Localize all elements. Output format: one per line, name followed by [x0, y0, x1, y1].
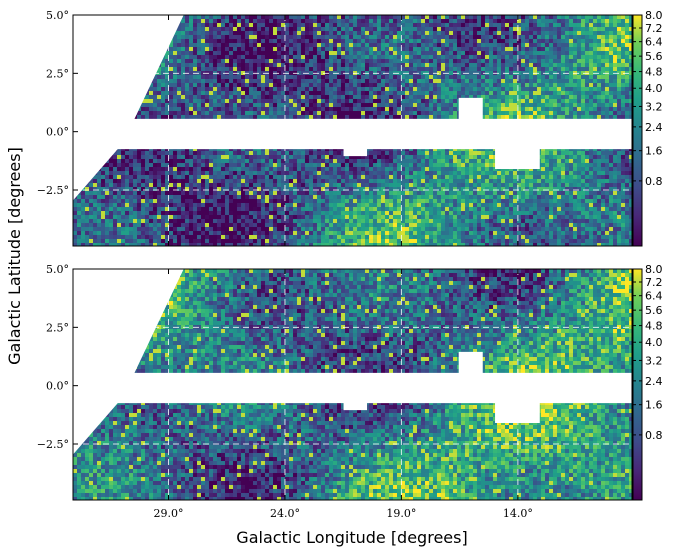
colorbar-tick-label: 4.0 [645, 82, 663, 95]
colorbar-tick-label: 8.0 [645, 9, 663, 22]
colorbar-tick-label: 6.4 [645, 290, 663, 303]
y-tick-label: 0.0° [46, 380, 69, 393]
colorbar-tick-label: 8.0 [645, 263, 663, 276]
x-tick-label: 24.0° [270, 507, 300, 520]
bottom-panel: 29.0° 24.0° 19.0° 14.0° 5.0° 2.5° 0.0° −2.5° 8.0… [37, 263, 663, 520]
x-tick-label: 14.0° [503, 507, 533, 520]
plot-frame [72, 268, 633, 501]
top-panel: 5.0° 2.5° 0.0° −2.5° 8.07.26.45.6 4.8 4.0 3.2 2.… [37, 9, 663, 247]
y-tick-label: 2.5° [46, 321, 69, 334]
y-axis-label: Galactic Latitude [degrees] [5, 147, 24, 365]
colorbar-tick-label: 3.2 [645, 354, 663, 367]
colorbar: 8.07.26.45.6 4.8 4.0 3.2 2.4 1.6 0.8 [632, 263, 663, 501]
heatmap-texture [73, 15, 633, 246]
colorbar-tick-label: 4.0 [645, 336, 663, 349]
colorbar-tick-label: 5.6 [645, 304, 663, 317]
y-tick-label: −2.5° [37, 184, 69, 197]
x-axis-label: Galactic Longitude [degrees] [236, 528, 467, 547]
colorbar: 8.07.26.45.6 4.8 4.0 3.2 2.4 1.6 0.8 [632, 9, 663, 247]
colorbar-tick-label: 6.4 [645, 36, 663, 49]
colorbar-tick-label: 0.8 [645, 429, 663, 442]
colorbar-tick-label: 5.6 [645, 50, 663, 63]
colorbar-tick-label: 4.8 [645, 320, 663, 333]
y-tick-label: 2.5° [46, 67, 69, 80]
plot-frame [72, 14, 633, 247]
y-tick-label: 0.0° [46, 126, 69, 139]
colorbar-tick-label: 0.8 [645, 175, 663, 188]
colorbar-tick-label: 1.6 [645, 399, 663, 412]
colorbar-tick-label: 1.6 [645, 145, 663, 158]
colorbar-tick-label: 2.4 [645, 375, 663, 388]
x-tick-label: 19.0° [386, 507, 416, 520]
x-tick-label: 29.0° [153, 507, 183, 520]
colorbar-tick-label: 7.2 [645, 276, 663, 289]
colorbar-tick-label: 2.4 [645, 121, 663, 134]
colorbar-gradient [632, 14, 643, 247]
colorbar-tick-label: 4.8 [645, 66, 663, 79]
colorbar-tick-label: 7.2 [645, 22, 663, 35]
y-tick-label: 5.0° [46, 263, 69, 276]
heatmap-texture [73, 269, 633, 500]
y-tick-label: 5.0° [46, 9, 69, 22]
colorbar-tick-label: 3.2 [645, 100, 663, 113]
y-tick-label: −2.5° [37, 438, 69, 451]
colorbar-gradient [632, 268, 643, 501]
